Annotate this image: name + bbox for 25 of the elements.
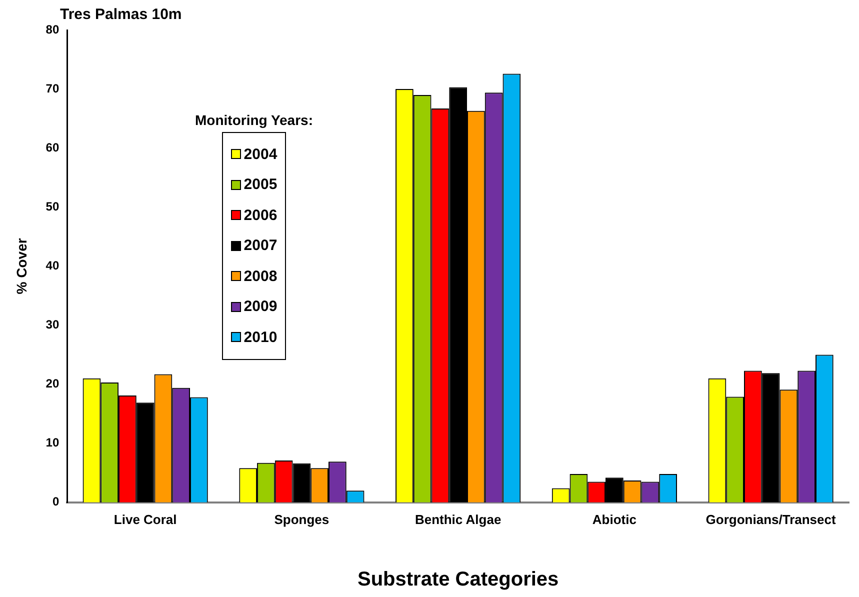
y-tick-label: 0 <box>52 494 60 509</box>
legend-label: 2008 <box>244 268 278 285</box>
y-axis-title: % Cover <box>13 238 30 294</box>
y-tick-label: 40 <box>46 258 60 273</box>
y-tick-label: 20 <box>46 376 60 391</box>
y-tick-label: 70 <box>46 81 60 96</box>
legend-label: 2004 <box>244 146 278 163</box>
y-tick-label: 10 <box>46 436 60 450</box>
x-tick-label: Benthic Algae <box>414 512 502 527</box>
chart-title: Tres Palmas 10m <box>60 6 182 23</box>
legend-label: 2006 <box>244 206 278 224</box>
legend-label: 2010 <box>244 328 278 346</box>
y-tick-label: 50 <box>46 199 60 214</box>
legend-label: 2007 <box>244 237 278 254</box>
x-tick-label: Live Coral <box>114 512 177 527</box>
legend-label: 2005 <box>244 176 278 194</box>
y-tick-label: 80 <box>46 22 60 36</box>
x-tick-label: Sponges <box>274 512 330 527</box>
x-tick-label: Abiotic <box>592 512 636 527</box>
legend-label: 2009 <box>244 298 278 316</box>
legend-title: Monitoring Years: <box>195 112 313 128</box>
y-tick-label: 60 <box>46 140 60 154</box>
y-tick-label: 30 <box>46 318 60 332</box>
x-axis-title: Substrate Categories <box>357 568 559 591</box>
x-tick-label: Gorgonians/Transect <box>706 512 836 527</box>
